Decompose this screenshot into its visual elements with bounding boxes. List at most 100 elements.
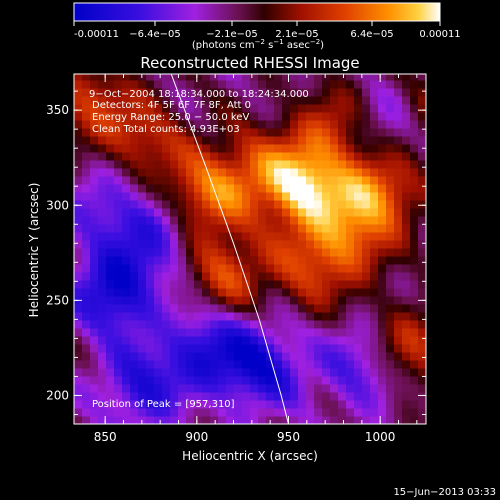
heatmap-cell: [322, 360, 331, 369]
heatmap-cell: [74, 320, 83, 329]
heatmap-cell: [250, 240, 259, 249]
heatmap-cell: [362, 184, 371, 193]
heatmap-cell: [298, 256, 307, 265]
heatmap-cell: [298, 240, 307, 249]
heatmap-cell: [394, 216, 403, 225]
heatmap-cell: [298, 344, 307, 353]
heatmap-cell: [378, 208, 387, 217]
solar-limb-curve: [170, 74, 289, 424]
heatmap-cell: [146, 224, 155, 233]
heatmap-cell: [362, 176, 371, 185]
heatmap-cell: [122, 96, 131, 105]
heatmap-cell: [194, 256, 203, 265]
heatmap-cell: [186, 368, 195, 377]
heatmap-cell: [314, 304, 323, 313]
heatmap-cell: [330, 136, 339, 145]
heatmap-cell: [242, 264, 251, 273]
heatmap-cell: [418, 312, 426, 321]
heatmap-cell: [354, 80, 363, 89]
heatmap-cell: [210, 128, 219, 137]
heatmap-cell: [258, 160, 267, 169]
heatmap-cell: [410, 112, 419, 121]
heatmap-cell: [82, 128, 91, 137]
heatmap-cell: [122, 216, 131, 225]
heatmap-cell: [346, 272, 355, 281]
heatmap-cell: [378, 74, 387, 81]
heatmap-cell: [146, 344, 155, 353]
heatmap-cell: [402, 208, 411, 217]
heatmap-cell: [290, 264, 299, 273]
heatmap-cell: [146, 152, 155, 161]
heatmap-cell: [82, 336, 91, 345]
heatmap-cell: [90, 112, 99, 121]
heatmap-cell: [122, 168, 131, 177]
heatmap-cell: [378, 256, 387, 265]
heatmap-cell: [402, 152, 411, 161]
heatmap-cell: [194, 192, 203, 201]
heatmap-cell: [154, 184, 163, 193]
heatmap-cell: [74, 112, 83, 121]
heatmap-cell: [178, 296, 187, 305]
heatmap-cell: [194, 120, 203, 129]
heatmap-cell: [330, 376, 339, 385]
heatmap-cell: [410, 160, 419, 169]
heatmap-cell: [386, 352, 395, 361]
heatmap-cell: [130, 74, 139, 81]
heatmap-cell: [138, 288, 147, 297]
heatmap-cell: [330, 208, 339, 217]
heatmap-cell: [306, 200, 315, 209]
heatmap-cell: [274, 184, 283, 193]
heatmap-cell: [394, 296, 403, 305]
heatmap-cell: [234, 104, 243, 113]
heatmap-cell: [114, 200, 123, 209]
heatmap-cell: [90, 368, 99, 377]
heatmap-cell: [330, 104, 339, 113]
heatmap-cell: [130, 88, 139, 97]
heatmap-cell: [90, 296, 99, 305]
heatmap-cell: [418, 416, 426, 424]
heatmap-cell: [378, 408, 387, 417]
heatmap-cell: [370, 74, 379, 81]
heatmap-cell: [202, 280, 211, 289]
heatmap-cell: [162, 208, 171, 217]
heatmap-cell: [290, 96, 299, 105]
heatmap-cell: [338, 280, 347, 289]
heatmap-cell: [122, 128, 131, 137]
heatmap-cell: [282, 112, 291, 121]
heatmap-cell: [186, 360, 195, 369]
heatmap-cell: [362, 74, 371, 81]
heatmap-cell: [298, 152, 307, 161]
heatmap-cell: [98, 328, 107, 337]
heatmap-cell: [170, 136, 179, 145]
heatmap-cell: [338, 416, 347, 424]
heatmap-cell: [170, 392, 179, 401]
heatmap-cell: [90, 152, 99, 161]
heatmap-cell: [82, 168, 91, 177]
heatmap-cell: [154, 288, 163, 297]
heatmap-cell: [170, 184, 179, 193]
heatmap-cell: [106, 104, 115, 113]
heatmap-cell: [298, 136, 307, 145]
heatmap-cell: [74, 376, 83, 385]
heatmap-cell: [178, 136, 187, 145]
heatmap-cell: [378, 232, 387, 241]
heatmap-cell: [162, 288, 171, 297]
heatmap-cell: [218, 312, 227, 321]
heatmap-cell: [178, 216, 187, 225]
heatmap-cell: [354, 168, 363, 177]
heatmap-cell: [266, 320, 275, 329]
heatmap-cell: [82, 312, 91, 321]
heatmap-cell: [138, 272, 147, 281]
heatmap-cell: [378, 296, 387, 305]
heatmap-cell: [178, 168, 187, 177]
heatmap-cell: [162, 112, 171, 121]
heatmap-cell: [178, 112, 187, 121]
heatmap-cell: [274, 168, 283, 177]
heatmap-cell: [394, 96, 403, 105]
heatmap-cell: [250, 272, 259, 281]
heatmap-cell: [298, 368, 307, 377]
heatmap-cell: [258, 240, 267, 249]
heatmap-cell: [146, 312, 155, 321]
heatmap-cell: [138, 352, 147, 361]
heatmap-cell: [274, 312, 283, 321]
